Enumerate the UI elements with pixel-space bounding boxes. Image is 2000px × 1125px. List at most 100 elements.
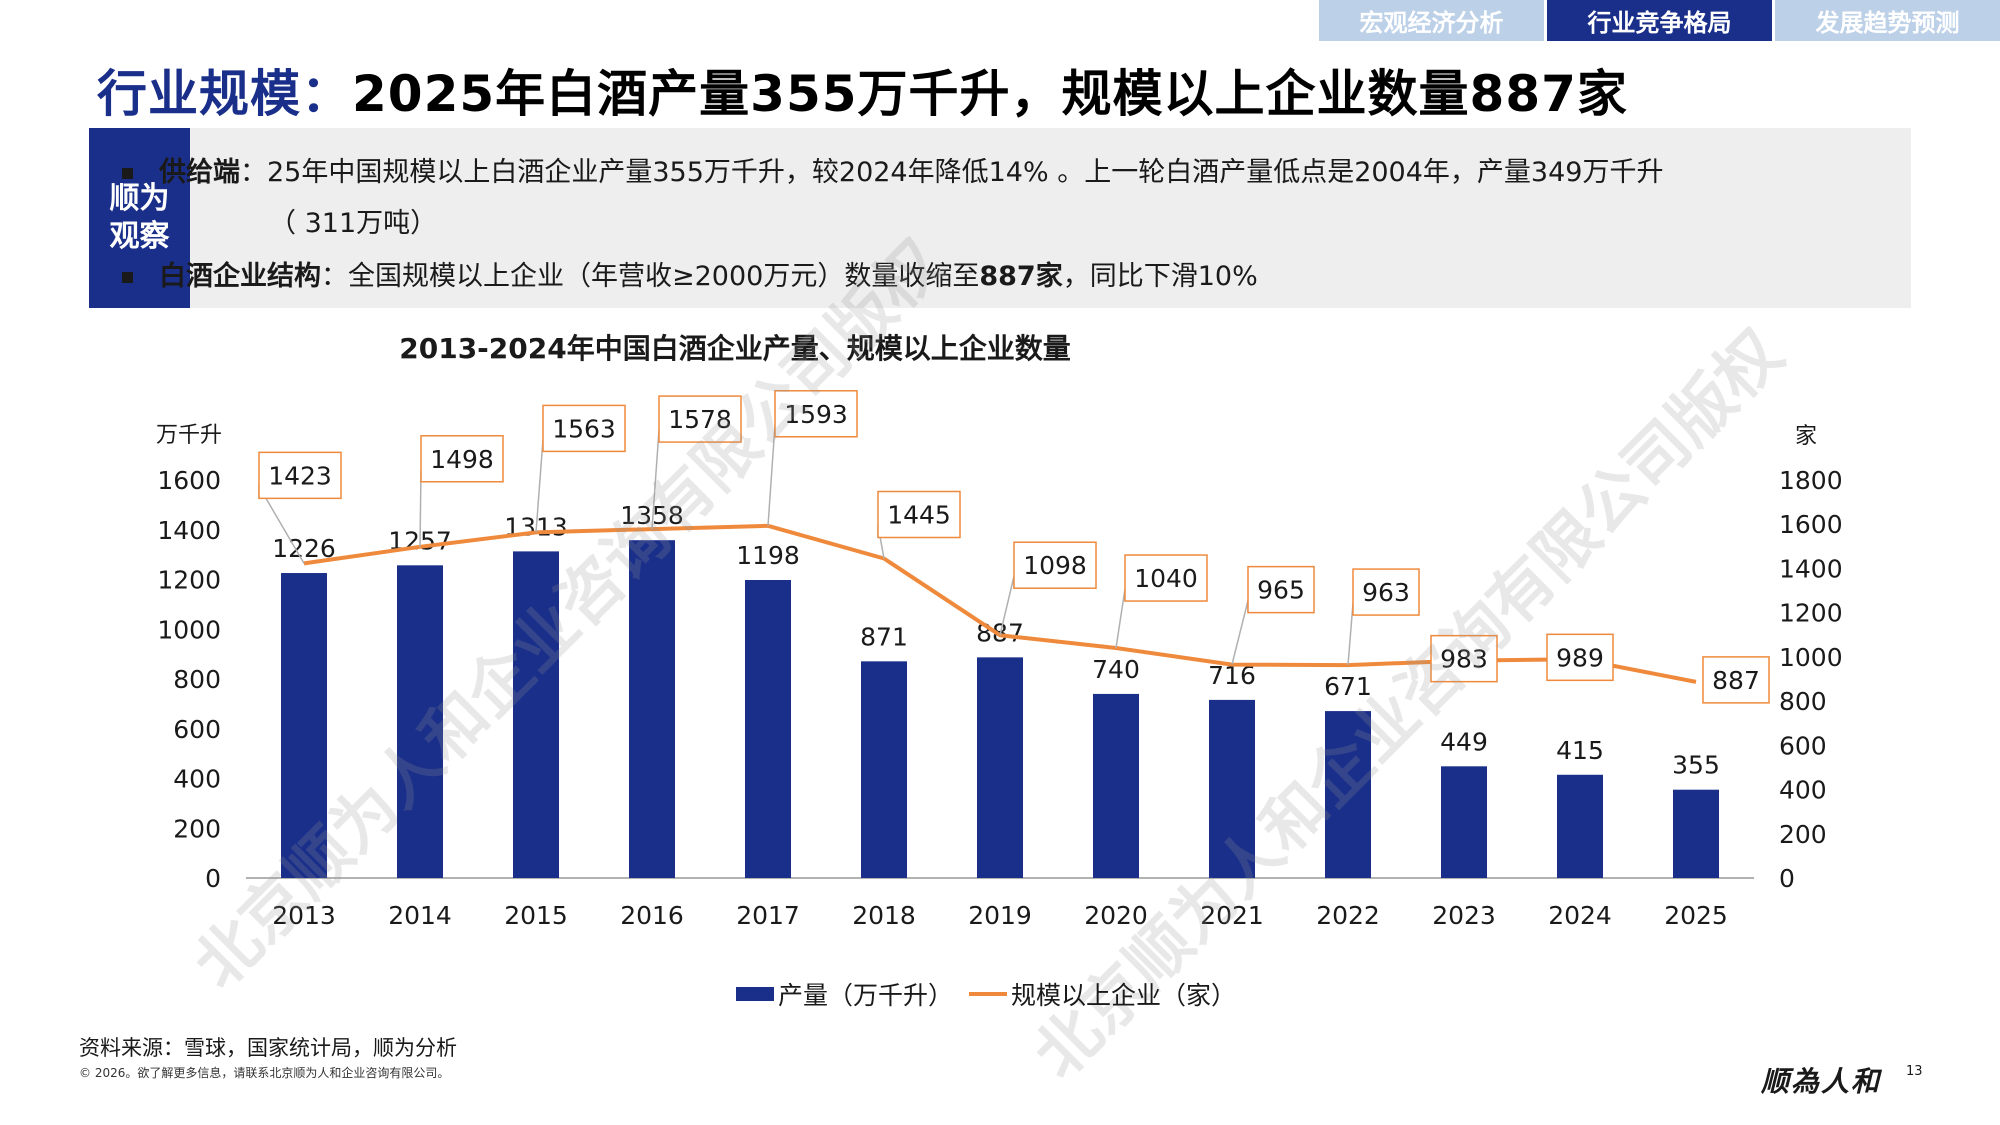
bar-production (861, 661, 907, 878)
line-data-label: 1098 (1023, 551, 1087, 580)
line-label-box (258, 451, 342, 500)
x-tick-label: 2021 (1200, 901, 1264, 930)
line-data-label: 1423 (268, 461, 332, 490)
bar-production (397, 565, 443, 878)
y-right-tick-label: 200 (1779, 820, 1827, 849)
line-data-label: 1578 (668, 405, 732, 434)
y-left-tick-label: 400 (173, 765, 221, 794)
y-left-tick-label: 0 (205, 864, 221, 893)
bar-data-label: 671 (1324, 672, 1372, 701)
y-right-tick-label: 1600 (1779, 510, 1843, 539)
line-label-box (1546, 633, 1614, 682)
x-tick-label: 2019 (968, 901, 1032, 930)
bar-production (1441, 766, 1487, 878)
legend-line-label: 规模以上企业（家） (1011, 981, 1237, 1010)
structure-heading: 白酒企业结构 (159, 261, 321, 292)
y-left-tick-label: 1000 (157, 615, 221, 644)
y-left-tick-label: 1400 (157, 516, 221, 545)
y-right-tick-label: 0 (1779, 864, 1795, 893)
observation-label-line1: 顺为 (109, 181, 170, 216)
line-label-box (1247, 565, 1315, 614)
line-label-box (658, 395, 742, 443)
line-label-leader (1231, 600, 1249, 665)
x-tick-label: 2016 (620, 901, 684, 930)
y-right-tick-label: 400 (1779, 776, 1827, 805)
page-title-accent: 行业规模： (97, 65, 352, 123)
bar-production (629, 540, 675, 878)
x-tick-label: 2020 (1084, 901, 1148, 930)
line-data-label: 983 (1440, 645, 1488, 674)
tab-industry-competition[interactable]: 行业竞争格局 (1547, 0, 1772, 41)
bar-production (1325, 711, 1371, 878)
line-label-box (1702, 656, 1770, 704)
line-data-label: 887 (1712, 666, 1760, 695)
bullet-icon (122, 272, 133, 283)
y-right-tick-label: 800 (1779, 687, 1827, 716)
structure-text-a: ：全国规模以上企业（年营收≥2000万元）数量收缩至 (321, 261, 980, 292)
bar-data-label: 355 (1672, 751, 1720, 780)
supply-text-continued: （ 311万吨） (269, 208, 438, 239)
structure-text-b: ，同比下滑10% (1062, 261, 1258, 292)
x-tick-label: 2018 (852, 901, 916, 930)
chart-legend: 产量（万千升） 规模以上企业（家） (736, 976, 1236, 1012)
bullet-icon (122, 168, 133, 179)
x-tick-label: 2022 (1316, 901, 1380, 930)
supply-text: ：25年中国规模以上白酒企业产量355万千升，较2024年降低14% 。上一轮白… (240, 157, 1664, 188)
page-title-rest: 2025年白酒产量355万千升，规模以上企业数量887家 (352, 65, 1628, 123)
line-label-box (877, 490, 961, 539)
chart-title: 2013-2024年中国白酒企业产量、规模以上企业数量 (399, 332, 1071, 365)
y-left-tick-label: 1200 (157, 566, 221, 595)
y-left-tick-label: 800 (173, 665, 221, 694)
y-left-tick-label: 1600 (157, 466, 221, 495)
line-label-leader (1115, 588, 1126, 649)
bar-production (745, 579, 791, 878)
line-label-box (420, 435, 504, 483)
x-tick-label: 2024 (1548, 901, 1612, 930)
legend-bar-label: 产量（万千升） (778, 981, 954, 1010)
bar-data-label: 415 (1556, 736, 1604, 765)
y-right-tick-label: 1800 (1779, 466, 1843, 495)
observation-item-supply: 供给端：25年中国规模以上白酒企业产量355万千升，较2024年降低14% 。上… (122, 148, 1663, 198)
y-right-tick-label: 600 (1779, 731, 1827, 760)
bar-data-label: 871 (860, 622, 908, 651)
x-tick-label: 2017 (736, 901, 800, 930)
observation-label-line2: 观察 (109, 219, 170, 254)
nav-tabs: 宏观经济分析 行业竞争格局 发展趋势预测 (1316, 0, 2000, 41)
supply-heading: 供给端 (159, 157, 240, 188)
observation-label: 顺为 观察 (89, 128, 190, 308)
line-data-label: 1040 (1134, 564, 1198, 593)
structure-bold-value: 887家 (979, 261, 1063, 292)
line-data-label: 1445 (887, 500, 951, 529)
line-label-box (542, 404, 626, 453)
line-label-box (774, 390, 858, 438)
bar-data-label: 449 (1440, 727, 1488, 756)
tab-development-trend[interactable]: 发展趋势预测 (1775, 0, 2000, 41)
bar-production (1673, 789, 1719, 878)
line-label-box (1430, 634, 1498, 683)
y-left-tick-label: 200 (173, 814, 221, 843)
line-label-leader (767, 424, 776, 526)
x-tick-label: 2014 (388, 901, 452, 930)
tab-macro-economy[interactable]: 宏观经济分析 (1319, 0, 1544, 41)
bar-production (1093, 693, 1139, 878)
x-tick-label: 2013 (272, 901, 336, 930)
line-label-box (1124, 554, 1208, 602)
line-data-label: 989 (1556, 643, 1604, 672)
observation-panel: 顺为 观察 (89, 128, 1911, 308)
source-note: 资料来源：雪球，国家统计局，顺为分析 (79, 1036, 457, 1060)
y-axis-left-unit: 万千升 (156, 423, 222, 448)
bar-data-label: 1226 (272, 534, 336, 563)
bar-production (977, 657, 1023, 878)
y-right-tick-label: 1000 (1779, 643, 1843, 672)
bar-production (1209, 699, 1255, 878)
brand-logo: 顺為人和 (1761, 1065, 1882, 1098)
y-left-tick-label: 600 (173, 715, 221, 744)
legend-bar-swatch (736, 987, 774, 1001)
y-axis-right-unit: 家 (1795, 424, 1817, 449)
line-data-label: 1498 (430, 445, 494, 474)
y-right-tick-label: 1400 (1779, 554, 1843, 583)
x-tick-label: 2023 (1432, 901, 1496, 930)
bar-data-label: 740 (1092, 655, 1140, 684)
x-tick-label: 2015 (504, 901, 568, 930)
